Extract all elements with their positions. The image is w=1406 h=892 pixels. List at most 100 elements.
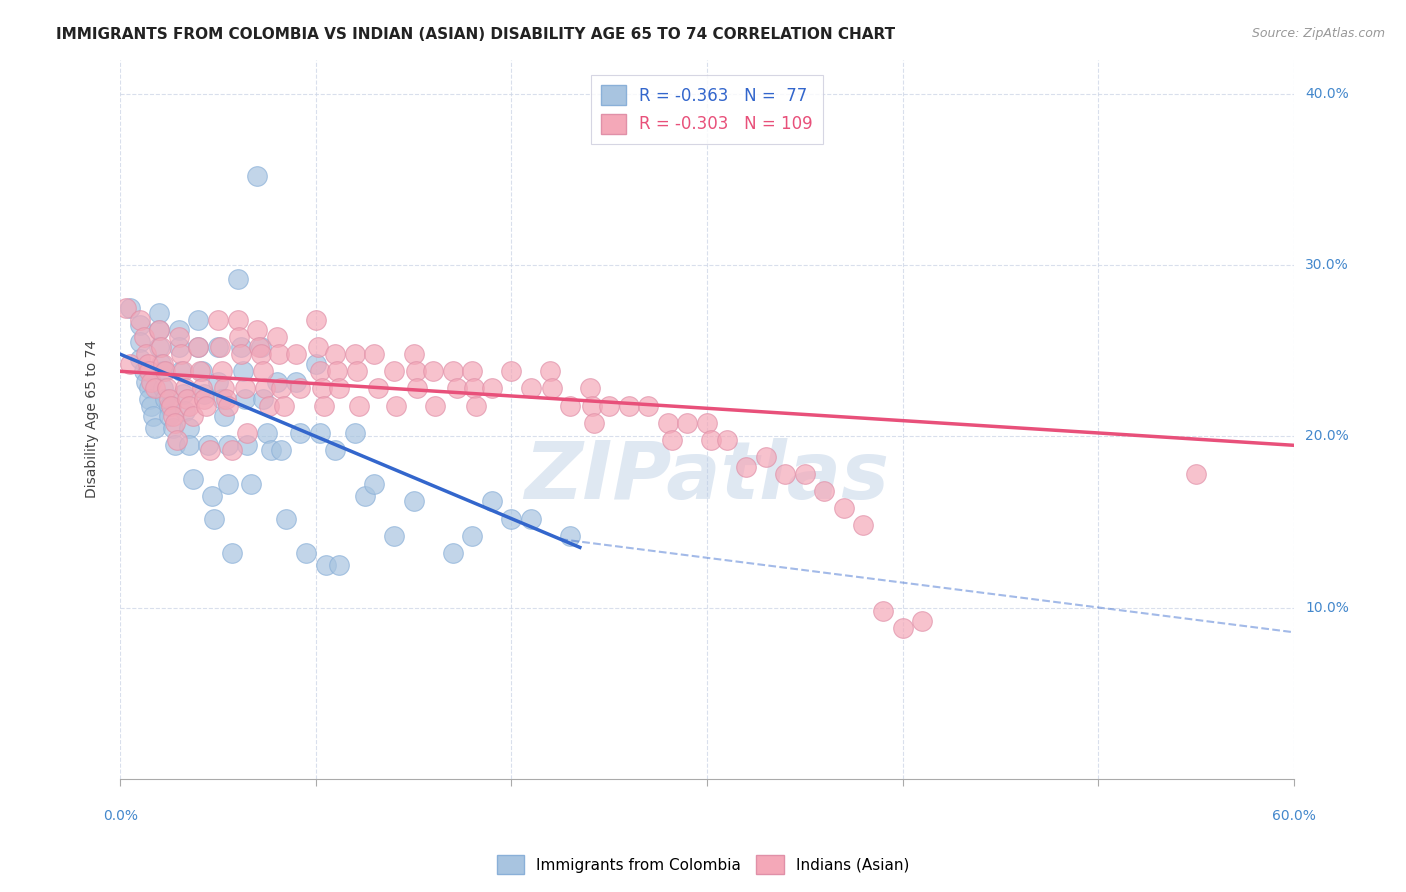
Point bbox=[253, 381, 276, 395]
Point bbox=[755, 450, 778, 464]
Point bbox=[136, 358, 159, 372]
Point bbox=[148, 340, 170, 354]
Point bbox=[221, 546, 243, 560]
Point bbox=[1185, 467, 1208, 481]
Point bbox=[128, 318, 150, 332]
Point bbox=[157, 392, 180, 406]
Point bbox=[465, 399, 488, 413]
Point bbox=[260, 443, 283, 458]
Text: 20.0%: 20.0% bbox=[1305, 429, 1348, 443]
Point bbox=[353, 489, 375, 503]
Point bbox=[441, 546, 464, 560]
Point bbox=[422, 364, 444, 378]
Point bbox=[172, 364, 194, 378]
Point bbox=[832, 501, 855, 516]
Text: 10.0%: 10.0% bbox=[1305, 600, 1348, 615]
Point bbox=[118, 358, 141, 372]
Point bbox=[406, 381, 429, 395]
Point bbox=[152, 381, 174, 395]
Point bbox=[217, 477, 239, 491]
Point bbox=[148, 323, 170, 337]
Point bbox=[215, 392, 238, 406]
Text: Source: ZipAtlas.com: Source: ZipAtlas.com bbox=[1251, 27, 1385, 40]
Point bbox=[201, 489, 224, 503]
Point bbox=[696, 416, 718, 430]
Point bbox=[308, 425, 330, 440]
Point bbox=[211, 364, 233, 378]
Point bbox=[402, 347, 425, 361]
Point bbox=[461, 364, 484, 378]
Text: 40.0%: 40.0% bbox=[1305, 87, 1348, 101]
Point bbox=[177, 421, 200, 435]
Point bbox=[598, 399, 620, 413]
Point bbox=[160, 399, 183, 413]
Point bbox=[343, 347, 366, 361]
Point bbox=[150, 340, 173, 354]
Point bbox=[582, 416, 605, 430]
Point bbox=[382, 529, 405, 543]
Point bbox=[207, 375, 229, 389]
Point bbox=[177, 438, 200, 452]
Point bbox=[152, 358, 174, 372]
Y-axis label: Disability Age 65 to 74: Disability Age 65 to 74 bbox=[86, 340, 100, 499]
Point bbox=[228, 330, 250, 344]
Point bbox=[188, 364, 211, 378]
Point bbox=[852, 518, 875, 533]
Point bbox=[446, 381, 468, 395]
Point bbox=[405, 364, 427, 378]
Point bbox=[501, 364, 523, 378]
Point bbox=[246, 169, 269, 183]
Point bbox=[441, 364, 464, 378]
Point bbox=[226, 313, 249, 327]
Point bbox=[132, 330, 155, 344]
Point bbox=[163, 438, 186, 452]
Point bbox=[481, 494, 503, 508]
Point bbox=[285, 375, 308, 389]
Point bbox=[735, 460, 758, 475]
Point bbox=[157, 409, 180, 423]
Point bbox=[157, 399, 180, 413]
Point bbox=[187, 340, 209, 354]
Point bbox=[581, 399, 603, 413]
Point bbox=[138, 364, 160, 378]
Point bbox=[236, 425, 259, 440]
Point bbox=[385, 399, 408, 413]
Text: 60.0%: 60.0% bbox=[1272, 809, 1316, 823]
Point bbox=[463, 381, 485, 395]
Point bbox=[520, 511, 543, 525]
Point bbox=[558, 399, 581, 413]
Point bbox=[273, 399, 295, 413]
Point bbox=[481, 381, 503, 395]
Point bbox=[152, 364, 174, 378]
Point bbox=[207, 313, 229, 327]
Text: IMMIGRANTS FROM COLOMBIA VS INDIAN (ASIAN) DISABILITY AGE 65 TO 74 CORRELATION C: IMMIGRANTS FROM COLOMBIA VS INDIAN (ASIA… bbox=[56, 27, 896, 42]
Point bbox=[872, 604, 894, 618]
Point bbox=[247, 340, 270, 354]
Point bbox=[270, 381, 292, 395]
Point bbox=[343, 425, 366, 440]
Point bbox=[891, 621, 914, 635]
Point bbox=[813, 484, 835, 499]
Point bbox=[793, 467, 815, 481]
Point bbox=[501, 511, 523, 525]
Point bbox=[541, 381, 564, 395]
Point bbox=[212, 381, 235, 395]
Point bbox=[197, 438, 219, 452]
Point bbox=[202, 511, 225, 525]
Text: 30.0%: 30.0% bbox=[1305, 258, 1348, 272]
Point bbox=[267, 347, 290, 361]
Point bbox=[461, 529, 484, 543]
Point bbox=[231, 340, 253, 354]
Point bbox=[252, 364, 274, 378]
Point bbox=[162, 409, 184, 423]
Point bbox=[346, 364, 368, 378]
Point bbox=[173, 381, 195, 395]
Point bbox=[311, 381, 333, 395]
Point bbox=[252, 392, 274, 406]
Point bbox=[170, 347, 193, 361]
Point bbox=[716, 433, 738, 447]
Point bbox=[162, 421, 184, 435]
Point bbox=[305, 313, 328, 327]
Point bbox=[540, 364, 562, 378]
Point bbox=[315, 558, 337, 572]
